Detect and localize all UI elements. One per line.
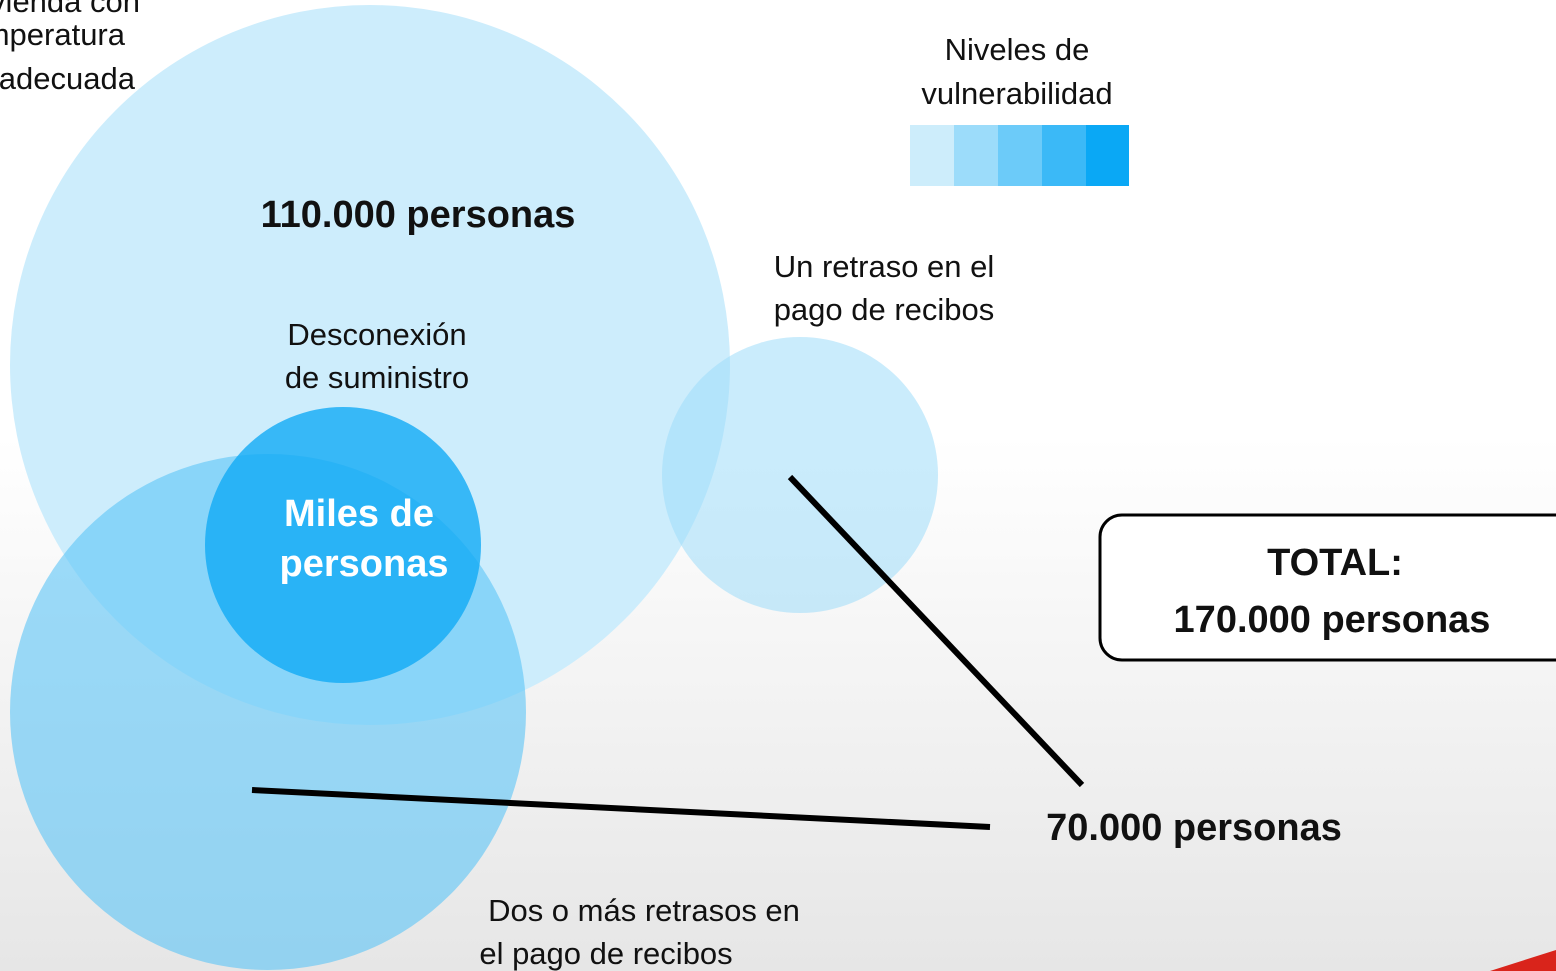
legend-swatch [998,125,1042,186]
label: temperatura [0,17,126,52]
legend-title: vulnerabilidad [921,76,1112,111]
total: 170.000 personas [1174,599,1491,641]
connector [251,787,991,830]
count: 70.000 personas [1046,807,1342,849]
label: inadecuada [0,61,136,96]
legend-swatch [1086,125,1129,186]
connector [787,474,1085,788]
label: Desconexión [287,317,466,352]
label: Un retraso en el [774,249,995,284]
label: el pago de recibos [479,936,732,971]
legend-swatch [910,125,954,186]
label: Dos o más retrasos en [488,893,800,928]
label: pago de recibos [774,292,995,327]
count: Miles de [284,493,434,535]
count: personas [280,543,449,585]
legend: Niveles de vulnerabilidad [910,32,1129,186]
legend-swatch [1042,125,1086,186]
total-box [1098,513,1556,662]
one-delay-circle [662,337,938,613]
corner-swoosh [1490,950,1556,971]
disconnection-circle [205,407,481,683]
total: TOTAL: [1267,542,1403,584]
label: de suministro [285,360,469,395]
label: Vivienda con [0,0,140,19]
legend-swatch [954,125,998,186]
count: 110.000 personas [261,194,576,236]
legend-title: Niveles de [945,32,1090,67]
